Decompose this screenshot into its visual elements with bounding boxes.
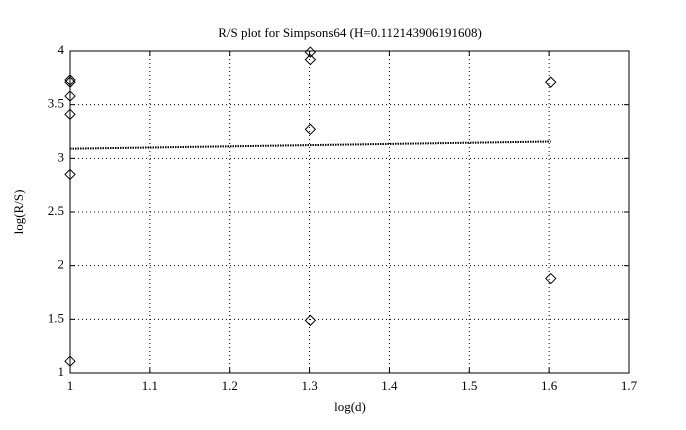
data-point	[64, 168, 76, 181]
data-point	[304, 46, 317, 58]
fit-line	[69, 140, 551, 150]
x-tick-label: 1.4	[381, 378, 398, 393]
y-axis-label: log(R/S)	[11, 190, 26, 235]
data-point	[304, 53, 317, 66]
data-point	[304, 123, 317, 136]
data-point	[64, 108, 76, 121]
x-tick-label: 1.7	[621, 378, 638, 393]
plot-frame	[69, 50, 630, 374]
data-point	[545, 76, 557, 88]
x-tick-label: 1.2	[222, 378, 238, 393]
y-tick-label: 2.5	[48, 203, 64, 218]
data-point	[64, 76, 76, 88]
y-tick-label: 1.5	[48, 310, 64, 325]
y-tick-label: 1	[58, 364, 65, 379]
y-tick-label: 2	[58, 257, 65, 272]
data-point	[64, 90, 76, 102]
x-tick-label: 1	[67, 378, 74, 393]
data-point	[64, 74, 76, 86]
data-point	[304, 314, 317, 327]
x-tick-label: 1.6	[541, 378, 558, 393]
x-tick-label: 1.3	[301, 378, 317, 393]
y-tick-label: 3	[58, 149, 65, 164]
chart-title: R/S plot for Simpsons64 (H=0.11214390619…	[218, 25, 482, 40]
y-tick-label: 4	[58, 42, 65, 57]
x-tick-label: 1.1	[142, 378, 158, 393]
x-axis-label: log(d)	[334, 399, 366, 414]
data-point	[545, 272, 557, 285]
y-tick-label: 3.5	[48, 96, 64, 111]
x-tick-label: 1.5	[461, 378, 477, 393]
data-point	[64, 355, 76, 367]
